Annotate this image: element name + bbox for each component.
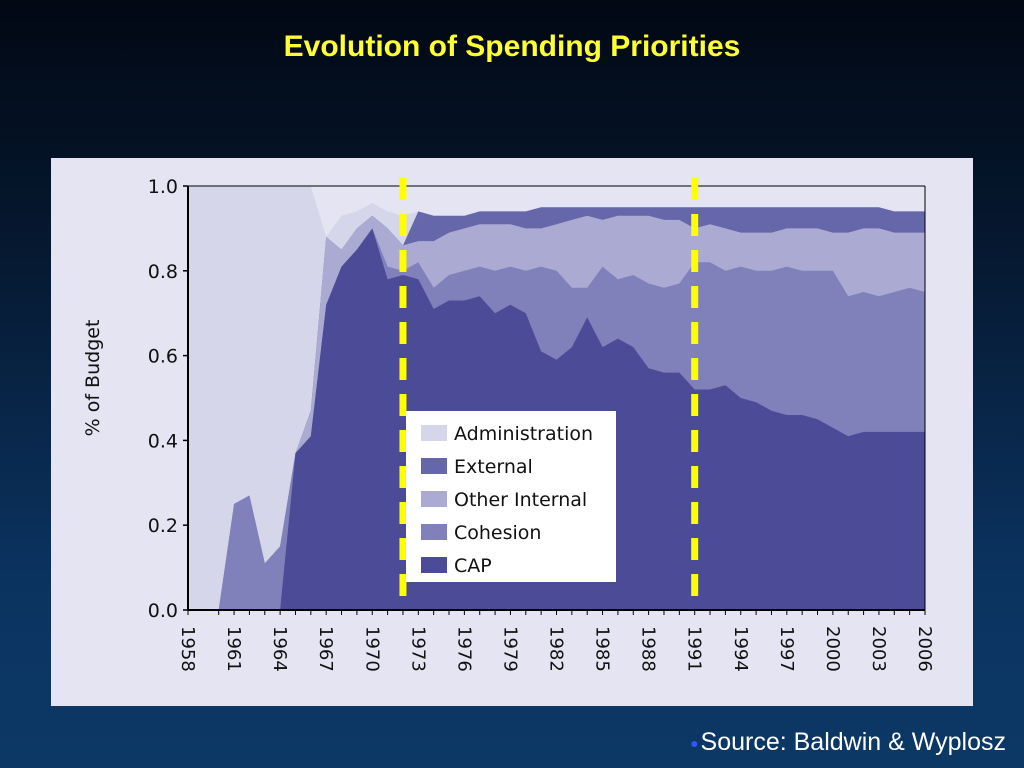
x-tick-label: 1961	[223, 626, 244, 672]
reference-lines	[399, 178, 699, 610]
source-note: ●Source: Baldwin & Wyplosz	[690, 728, 1006, 757]
y-axis-label: % of Budget	[82, 320, 104, 437]
legend-swatch	[421, 557, 447, 573]
legend-label: Other Internal	[454, 489, 587, 511]
y-tick-label: 0.8	[148, 261, 178, 283]
bullet-icon: ●	[690, 735, 699, 752]
x-tick-label: 1976	[453, 626, 474, 672]
x-tick-label: 1967	[315, 626, 336, 672]
legend-swatch	[421, 458, 447, 474]
x-tick-label: 1973	[407, 626, 428, 672]
y-tick-label: 0.4	[148, 430, 178, 452]
x-tick-label: 1958	[177, 626, 198, 672]
y-tick-label: 0.2	[148, 515, 178, 537]
stacked-area-chart: 0.00.20.40.60.81.0 1958 1961 1964 1967 1970 1…	[82, 176, 935, 672]
y-axis-ticks: 0.0 0.2 0.4 0.6 0.8 1.0	[148, 176, 188, 622]
x-tick-label: 1970	[361, 626, 382, 672]
x-tick-label: 2000	[822, 626, 843, 672]
legend-swatch	[421, 425, 447, 441]
legend-label: CAP	[454, 555, 492, 577]
legend-label: External	[454, 456, 533, 478]
y-tick-label: 0.0	[148, 600, 178, 622]
x-tick-label: 1985	[592, 626, 613, 672]
legend-label: Administration	[454, 423, 593, 445]
x-tick-label: 1994	[730, 626, 751, 672]
x-tick-label: 2006	[914, 626, 935, 672]
source-text: Source: Baldwin & Wyplosz	[700, 728, 1006, 756]
y-axis-label-group: % of Budget	[82, 320, 104, 437]
legend: Administration External Other Internal Cohe…	[406, 411, 616, 582]
x-tick-label: 1964	[269, 626, 290, 672]
x-axis-ticks: 1958 1961 1964 1967 1970 1973 1976 1979 1982 1985…	[177, 610, 935, 672]
legend-swatch	[421, 491, 447, 507]
x-tick-label: 1988	[638, 626, 659, 672]
x-tick-label: 2003	[868, 626, 889, 672]
x-tick-label: 1979	[499, 626, 520, 672]
y-tick-label: 1.0	[148, 176, 178, 198]
legend-label: Cohesion	[454, 522, 541, 544]
legend-swatch	[421, 524, 447, 540]
x-tick-label: 1982	[546, 626, 567, 672]
chart-panel: 0.0 0.2 0.4 0.6 0.8 1.0 1958 1961 1964 1967 1970 1…	[51, 158, 973, 706]
x-tick-label: 1997	[776, 626, 797, 672]
slide-title: Evolution of Spending Priorities	[283, 30, 741, 63]
y-tick-label: 0.6	[148, 346, 178, 368]
x-tick-label: 1991	[684, 626, 705, 672]
